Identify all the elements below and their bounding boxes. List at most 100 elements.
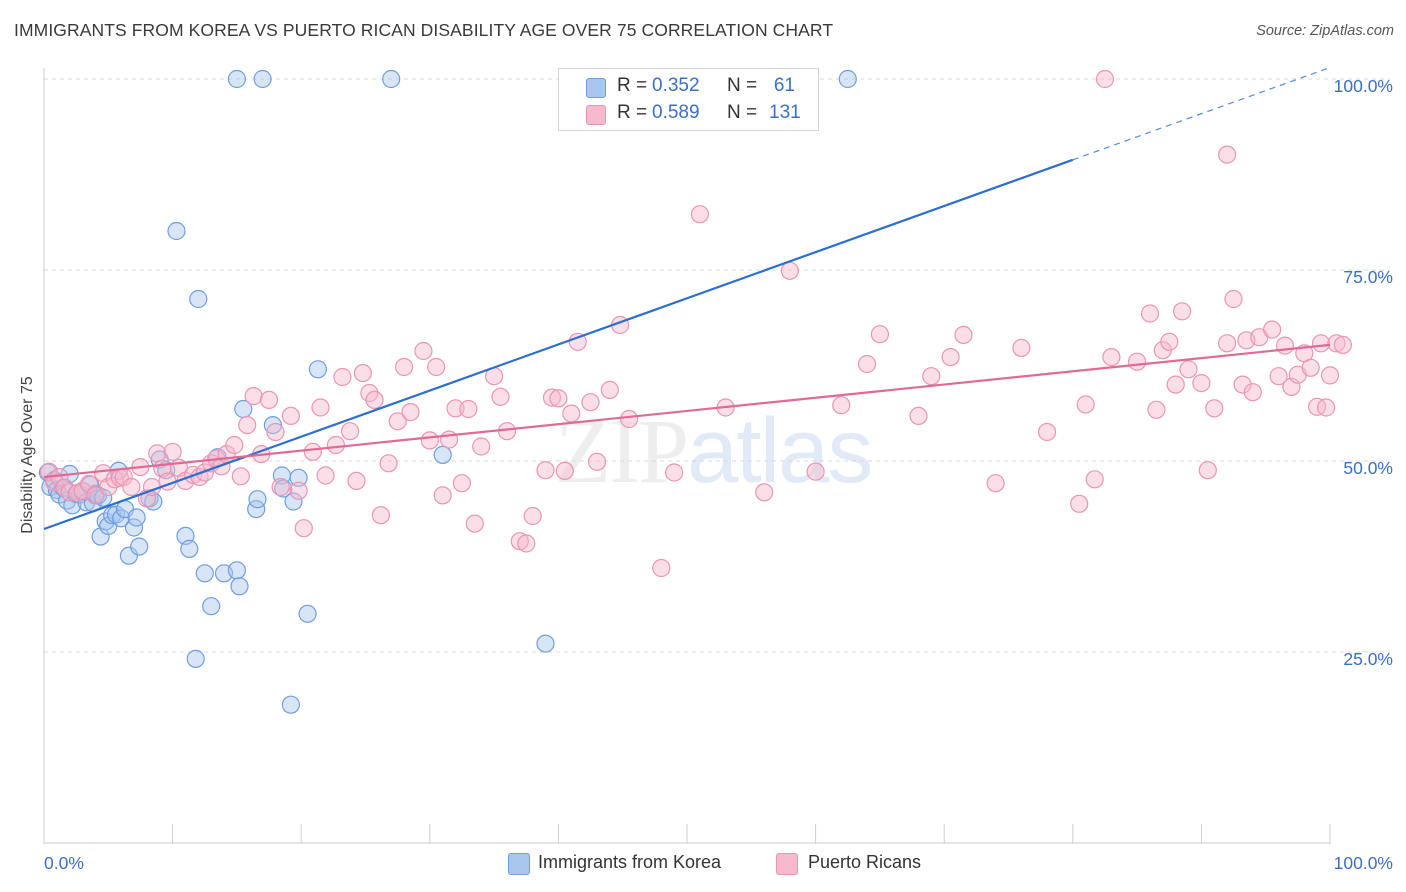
puerto-point <box>581 393 600 412</box>
puerto-point <box>266 422 285 442</box>
puerto-point <box>941 348 960 367</box>
korea-point <box>127 508 146 527</box>
puerto-point <box>440 430 459 449</box>
puerto-point <box>225 435 244 455</box>
puerto-point <box>1316 398 1336 417</box>
puerto-point <box>1102 348 1121 367</box>
korea-point <box>202 597 221 616</box>
puerto-point <box>517 534 536 553</box>
puerto-point <box>163 442 182 461</box>
puerto-point <box>832 396 851 415</box>
source-label: Source: ZipAtlas.com <box>1256 23 1394 39</box>
korea-points <box>38 69 857 714</box>
korea-point <box>382 69 401 89</box>
korea-point <box>186 649 205 669</box>
puerto-point <box>1205 399 1224 418</box>
puerto-point <box>326 435 345 455</box>
puerto-point <box>148 444 167 463</box>
puerto-point <box>536 461 555 480</box>
puerto-point <box>600 380 619 399</box>
puerto-point <box>909 406 928 425</box>
korea-point <box>130 537 149 556</box>
korea-point <box>230 577 249 596</box>
korea-point <box>227 561 246 580</box>
puerto-point <box>238 416 257 435</box>
korea-point <box>189 289 208 309</box>
puerto-point <box>333 367 352 387</box>
legend-row-korea: R = 0.352 N = 61 <box>559 75 818 99</box>
y-tick-label: 50.0% <box>1343 458 1393 478</box>
puerto-point <box>353 364 372 383</box>
puerto-point <box>446 399 465 418</box>
puerto-point <box>562 404 581 423</box>
puerto-point <box>1333 335 1353 354</box>
stats-legend: R = 0.352 N = 61 R = 0.589 N = 131 <box>558 68 819 131</box>
puerto-point <box>472 437 491 456</box>
puerto-point <box>1320 366 1340 385</box>
puerto-point <box>986 474 1005 493</box>
puerto-point <box>1076 395 1095 414</box>
y-tick-label: 25.0% <box>1343 649 1393 669</box>
korea-trend-line <box>43 158 1074 531</box>
puerto-point <box>388 412 407 431</box>
puerto-point <box>371 506 390 525</box>
korea-point <box>308 360 327 379</box>
puerto-point <box>1233 375 1252 394</box>
puerto-point <box>452 474 471 493</box>
puerto-point <box>497 422 517 441</box>
puerto-point <box>690 205 710 224</box>
puerto-point <box>341 422 360 441</box>
puerto-point <box>94 464 113 483</box>
korea-point <box>248 490 267 509</box>
korea-point <box>119 546 138 565</box>
puerto-point <box>281 406 300 425</box>
korea-point <box>253 69 272 89</box>
puerto-point <box>954 325 973 344</box>
puerto-point <box>1311 334 1331 353</box>
puerto-point <box>1095 69 1115 89</box>
korea-point <box>195 564 214 583</box>
legend-n-label: N = <box>727 102 758 123</box>
puerto-point <box>755 483 774 502</box>
korea-point <box>281 695 300 714</box>
legend-r-value-puerto: 0.589 <box>652 102 700 123</box>
puerto-point <box>1172 302 1192 321</box>
puerto-point <box>1037 422 1057 442</box>
puerto-point <box>1179 360 1198 379</box>
watermark: ZIPatlas <box>555 405 873 497</box>
puerto-point <box>1085 470 1104 489</box>
puerto-point <box>244 387 263 406</box>
puerto-point <box>414 341 433 361</box>
x-tick-label-min: 0.0% <box>44 853 84 873</box>
puerto-point <box>780 261 800 280</box>
puerto-point <box>379 454 398 473</box>
puerto-point <box>652 558 671 578</box>
puerto-point <box>1301 358 1320 377</box>
korea-point <box>838 69 857 89</box>
puerto-point <box>619 409 639 429</box>
puerto-point <box>86 486 105 505</box>
puerto-point <box>568 332 587 351</box>
puerto-point <box>1012 338 1031 357</box>
puerto-point <box>1327 334 1346 353</box>
puerto-point <box>664 463 684 482</box>
axes <box>43 68 1331 844</box>
puerto-point <box>433 486 452 505</box>
puerto-point <box>316 466 335 485</box>
puerto-point <box>542 388 562 407</box>
korea-point <box>289 468 308 487</box>
puerto-point <box>79 474 99 493</box>
puerto-point <box>231 467 250 486</box>
legend-r-label: R = <box>617 75 648 96</box>
korea-trend-extension <box>1072 66 1331 161</box>
puerto-point <box>870 325 890 344</box>
tick-labels: 25.0% 50.0% 75.0% 100.0% 0.0% 100.0% <box>44 76 1393 873</box>
korea-point <box>284 492 303 511</box>
legend-n-value-puerto: 131 <box>769 102 801 123</box>
puerto-point <box>922 367 941 386</box>
series-legend: Immigrants from Korea Puerto Ricans <box>0 852 1406 876</box>
puerto-point <box>195 463 214 482</box>
puerto-point <box>1160 332 1179 351</box>
puerto-point <box>365 390 384 409</box>
